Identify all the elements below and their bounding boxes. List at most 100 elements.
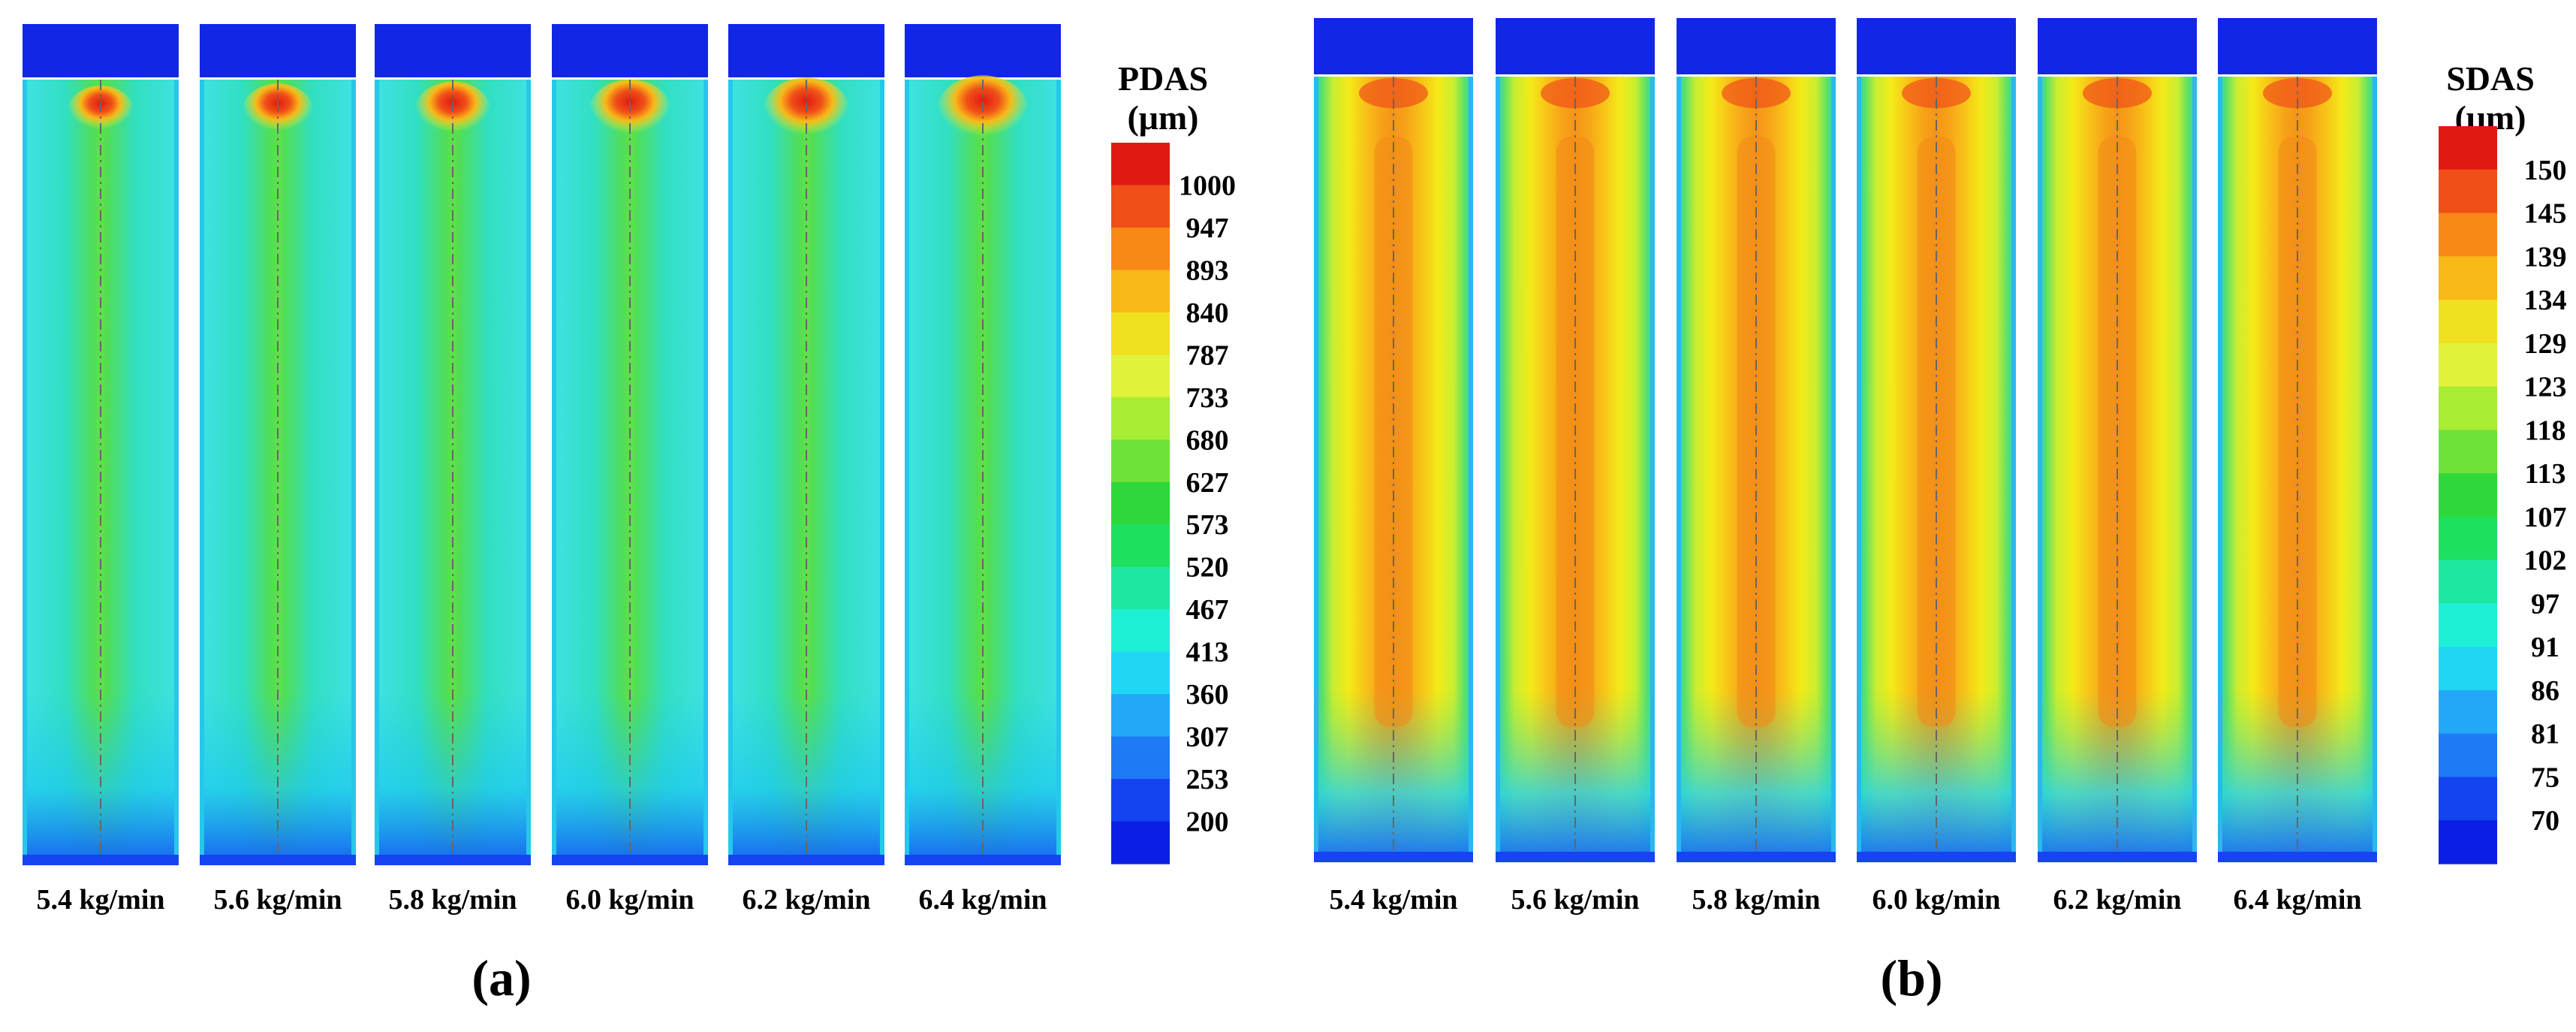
mold-cap [728, 24, 884, 78]
legend-tick: 360 [1186, 679, 1229, 711]
legend-swatch [1111, 821, 1170, 865]
strand-b-6 [2218, 18, 2377, 862]
legend-swatch [1111, 779, 1170, 822]
legend-tick: 134 [2524, 285, 2567, 316]
legend-tick: 200 [1186, 807, 1229, 838]
strand-b-3 [1677, 18, 1836, 862]
legend-tick: 113 [2525, 458, 2566, 490]
bottom-band [1314, 852, 1473, 862]
edge-right [526, 80, 531, 865]
strand-label: 5.4 kg/min [36, 884, 164, 916]
bottom-band [552, 855, 708, 865]
bottom-band [2218, 852, 2377, 862]
strand-a-6 [905, 24, 1061, 865]
legend-swatch [2439, 386, 2497, 430]
mold-cap [1314, 18, 1473, 75]
mold-cap [200, 24, 356, 78]
edge-left [905, 80, 909, 865]
strand-label: 5.8 kg/min [388, 884, 517, 916]
panel-label: (a) [472, 949, 531, 1006]
mold-cap [1496, 18, 1655, 75]
legend-tick: 97 [2531, 588, 2559, 620]
strand-label: 5.8 kg/min [1692, 884, 1820, 916]
edge-right [1469, 77, 1473, 862]
strand-b-5 [2038, 18, 2197, 862]
edge-right [174, 80, 179, 865]
legend-tick: 733 [1186, 382, 1229, 414]
legend-swatch [2439, 647, 2497, 691]
legend-tick: 627 [1186, 467, 1229, 499]
edge-left [1677, 77, 1681, 862]
bottom-band [1857, 852, 2016, 862]
legend-tick: 86 [2531, 675, 2559, 707]
legend-swatch [2439, 603, 2497, 647]
bottom-band [200, 855, 356, 865]
bottom-band [23, 855, 179, 865]
edge-right [1056, 80, 1061, 865]
mold-cap [905, 24, 1061, 78]
legend-swatch [2439, 473, 2497, 518]
strand-label: 6.4 kg/min [2233, 884, 2361, 916]
mold-cap [2038, 18, 2197, 75]
edge-right [1650, 77, 1655, 862]
legend-swatch [1111, 270, 1170, 313]
legend-tick: 307 [1186, 722, 1229, 753]
strand-a-3 [375, 24, 531, 865]
panel-b: 5.4 kg/min 5.6 kg/min 5.8 kg/min 6.0 kg/min… [1314, 18, 2567, 1006]
edge-right [2373, 77, 2377, 862]
legend-tick: 118 [2525, 415, 2566, 446]
mold-cap [375, 24, 531, 78]
edge-right [2192, 77, 2197, 862]
legend-tick: 520 [1186, 552, 1229, 584]
strand-label: 6.0 kg/min [565, 884, 694, 916]
bottom-band [2038, 852, 2197, 862]
mold-cap [552, 24, 708, 78]
legend-tick: 1000 [1179, 170, 1236, 201]
legend-swatch [1111, 397, 1170, 440]
strand-label: 6.4 kg/min [918, 884, 1047, 916]
legend-swatch [1111, 439, 1170, 483]
bottom-band [375, 855, 531, 865]
legend-title: SDAS [2446, 59, 2535, 98]
strand-label: 6.2 kg/min [2053, 884, 2181, 916]
legend-swatch [1111, 312, 1170, 355]
mold-cap [2218, 18, 2377, 75]
legend-swatch [1111, 227, 1170, 271]
legend-swatch [2439, 300, 2497, 344]
strand-a-5 [728, 24, 884, 865]
legend-tick: 107 [2524, 502, 2567, 533]
strand-a-1 [23, 24, 179, 865]
edge-right [2011, 77, 2016, 862]
legend-swatch [2439, 169, 2497, 214]
legend-tick: 145 [2524, 198, 2567, 230]
mold-cap [23, 24, 179, 78]
bottom-band [728, 855, 884, 865]
legend-swatch [2439, 777, 2497, 821]
bottom-band [1677, 852, 1836, 862]
mold-cap [1677, 18, 1836, 75]
edge-right [704, 80, 708, 865]
legend-tick: 947 [1186, 213, 1229, 244]
legend-swatch [2439, 820, 2497, 865]
legend-swatch [1111, 694, 1170, 738]
strand-label: 5.6 kg/min [1511, 884, 1639, 916]
legend-swatch [2439, 256, 2497, 300]
legend-tick: 91 [2531, 632, 2559, 663]
strand-b-2 [1496, 18, 1655, 862]
strand-label: 6.0 kg/min [1872, 884, 2000, 916]
edge-left [728, 80, 733, 865]
edge-right [880, 80, 884, 865]
edge-left [23, 80, 27, 865]
legend-tick: 840 [1186, 297, 1229, 329]
legend-tick: 75 [2531, 762, 2559, 793]
legend-tick: 467 [1186, 594, 1229, 626]
legend-tick: 150 [2524, 155, 2567, 186]
edge-left [552, 80, 556, 865]
strand-b-4 [1857, 18, 2016, 862]
legend-swatch [1111, 143, 1170, 186]
edge-left [2038, 77, 2042, 862]
strand-b-1 [1314, 18, 1473, 862]
panel-label: (b) [1880, 949, 1942, 1006]
legend-swatch [2439, 342, 2497, 388]
legend-tick: 253 [1186, 764, 1229, 795]
